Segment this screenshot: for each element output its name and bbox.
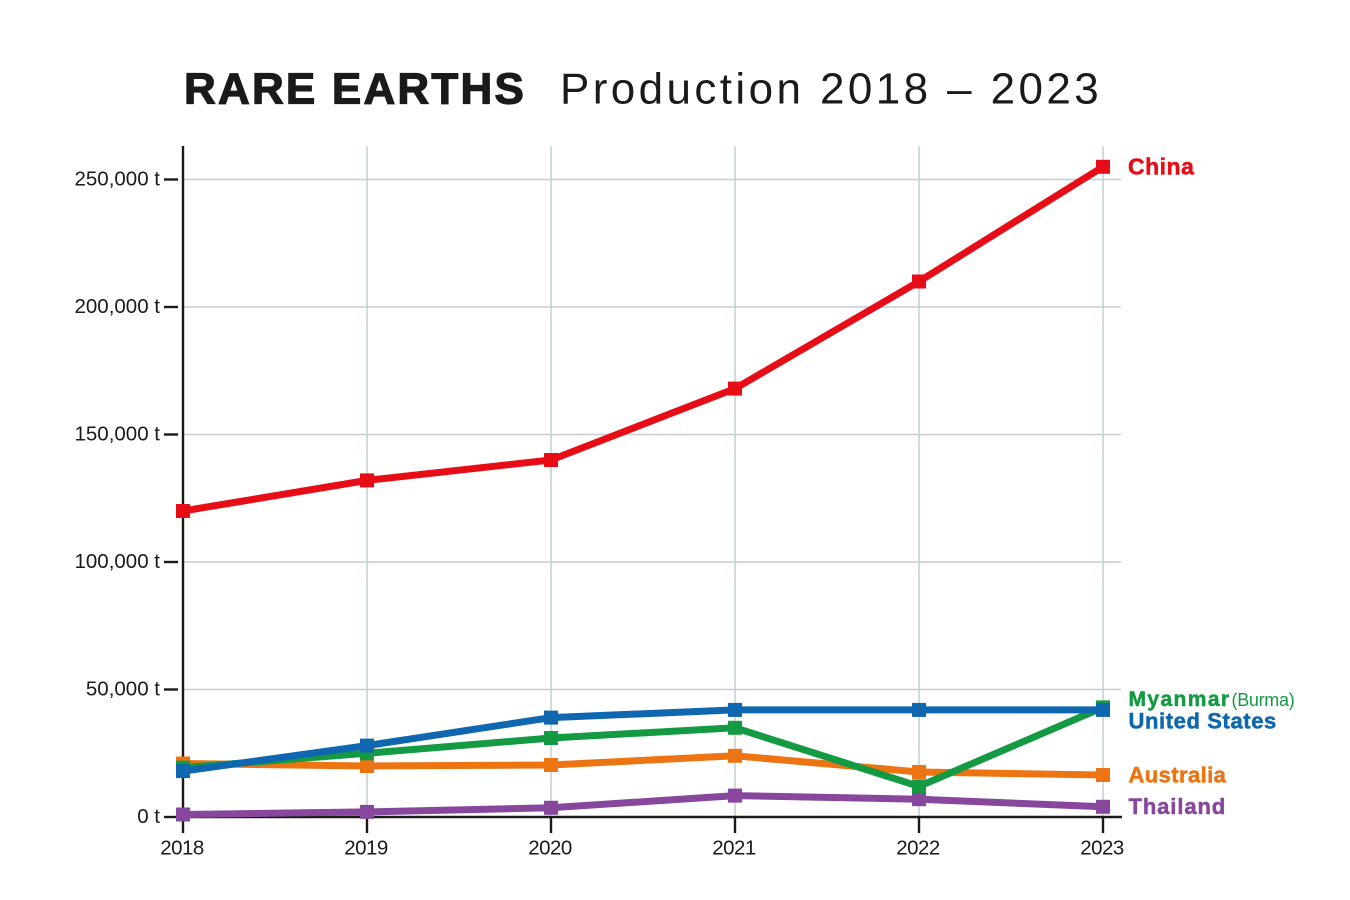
svg-text:Myanmar(Burma): Myanmar(Burma) <box>1129 688 1295 711</box>
svg-text:2021: 2021 <box>712 837 756 860</box>
svg-text:Production 2018 – 2023: Production 2018 – 2023 <box>560 65 1102 114</box>
svg-text:Thailand: Thailand <box>1129 794 1227 819</box>
svg-text:250,000 t: 250,000 t <box>75 168 161 191</box>
svg-text:2022: 2022 <box>896 837 940 860</box>
svg-text:150,000 t: 150,000 t <box>75 423 161 446</box>
svg-text:Australia: Australia <box>1129 763 1227 788</box>
svg-text:RARE EARTHS: RARE EARTHS <box>184 65 526 114</box>
svg-text:200,000 t: 200,000 t <box>75 295 161 318</box>
svg-text:2019: 2019 <box>344 837 388 860</box>
svg-text:2020: 2020 <box>528 837 572 860</box>
svg-text:United States: United States <box>1129 709 1277 734</box>
svg-text:0 t: 0 t <box>137 805 160 828</box>
svg-text:2023: 2023 <box>1080 837 1124 860</box>
svg-text:100,000 t: 100,000 t <box>75 550 161 573</box>
svg-text:2018: 2018 <box>160 837 204 860</box>
svg-text:China: China <box>1128 154 1194 180</box>
svg-text:50,000 t: 50,000 t <box>86 678 160 701</box>
